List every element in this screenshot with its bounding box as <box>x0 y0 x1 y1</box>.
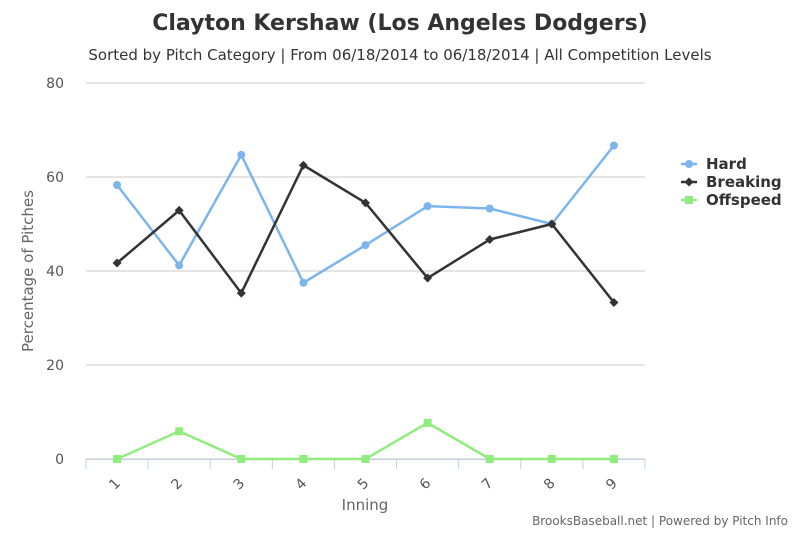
y-tick-label: 80 <box>46 76 64 92</box>
y-tick-label: 0 <box>55 452 64 468</box>
chart-subtitle: Sorted by Pitch Category | From 06/18/20… <box>88 46 711 64</box>
hard-point[interactable] <box>175 261 184 270</box>
offspeed-point[interactable] <box>361 455 370 463</box>
y-tick-label: 60 <box>46 170 64 186</box>
offspeed-point[interactable] <box>485 455 494 463</box>
legend-label: Offspeed <box>706 191 782 209</box>
credits-text[interactable]: BrooksBaseball.net | Powered by Pitch In… <box>532 514 788 528</box>
offspeed-point[interactable] <box>113 455 122 463</box>
x-axis-label: Inning <box>342 496 389 514</box>
breaking-point[interactable] <box>485 235 495 245</box>
x-tick-label: 7 <box>479 476 497 494</box>
x-tick-label: 2 <box>168 476 186 494</box>
offspeed-line <box>116 421 614 461</box>
x-tick-label: 5 <box>355 476 373 494</box>
hard-point[interactable] <box>609 141 618 150</box>
offspeed-point[interactable] <box>609 455 618 463</box>
hard-point[interactable] <box>299 278 308 287</box>
hard-line <box>116 144 615 284</box>
chart-title: Clayton Kershaw (Los Angeles Dodgers) <box>152 11 647 36</box>
breaking-point[interactable] <box>298 160 308 170</box>
breaking-point[interactable] <box>423 273 433 283</box>
breaking-point[interactable] <box>609 297 619 307</box>
hard-point[interactable] <box>485 204 494 213</box>
hard-point[interactable] <box>423 202 432 211</box>
hard-point[interactable] <box>237 150 246 159</box>
hard-point[interactable] <box>361 241 370 250</box>
hard-point[interactable] <box>113 180 122 189</box>
series-lines <box>112 141 619 463</box>
y-tick-label: 20 <box>46 358 64 374</box>
x-tick-label: 9 <box>603 476 621 494</box>
breaking-point[interactable] <box>547 219 557 229</box>
y-axis-label: Percentage of Pitches <box>19 190 37 352</box>
x-tick-label: 8 <box>541 476 559 494</box>
series-breaking <box>112 160 619 307</box>
legend-marker <box>685 160 693 168</box>
x-tick-label: 4 <box>293 475 311 493</box>
y-axis: 0 20 40 60 80 <box>46 76 64 468</box>
legend-item-hard[interactable]: Hard <box>681 155 747 173</box>
series-hard <box>113 141 618 287</box>
offspeed-point[interactable] <box>547 455 556 463</box>
series-offspeed <box>113 418 618 463</box>
grid-lines <box>86 82 645 460</box>
legend-marker <box>685 196 693 204</box>
legend-label: Breaking <box>706 173 782 191</box>
breaking-point[interactable] <box>174 205 184 215</box>
breaking-line <box>116 164 615 304</box>
legend-item-breaking[interactable]: Breaking <box>681 173 782 191</box>
x-tick-label: 3 <box>230 476 248 494</box>
legend-marker <box>684 177 694 187</box>
breaking-point[interactable] <box>112 258 122 268</box>
offspeed-point[interactable] <box>237 455 246 463</box>
legend-item-offspeed[interactable]: Offspeed <box>681 191 782 209</box>
offspeed-point[interactable] <box>423 418 432 427</box>
x-tick-label: 6 <box>417 475 435 493</box>
offspeed-point[interactable] <box>175 427 184 436</box>
offspeed-point[interactable] <box>299 455 308 463</box>
y-tick-label: 40 <box>46 264 64 280</box>
x-axis: 1 2 3 4 5 6 7 8 9 <box>85 459 646 494</box>
x-tick-label: 1 <box>106 476 124 494</box>
breaking-point[interactable] <box>361 198 370 208</box>
breaking-point[interactable] <box>236 288 246 298</box>
legend-label: Hard <box>706 155 747 173</box>
